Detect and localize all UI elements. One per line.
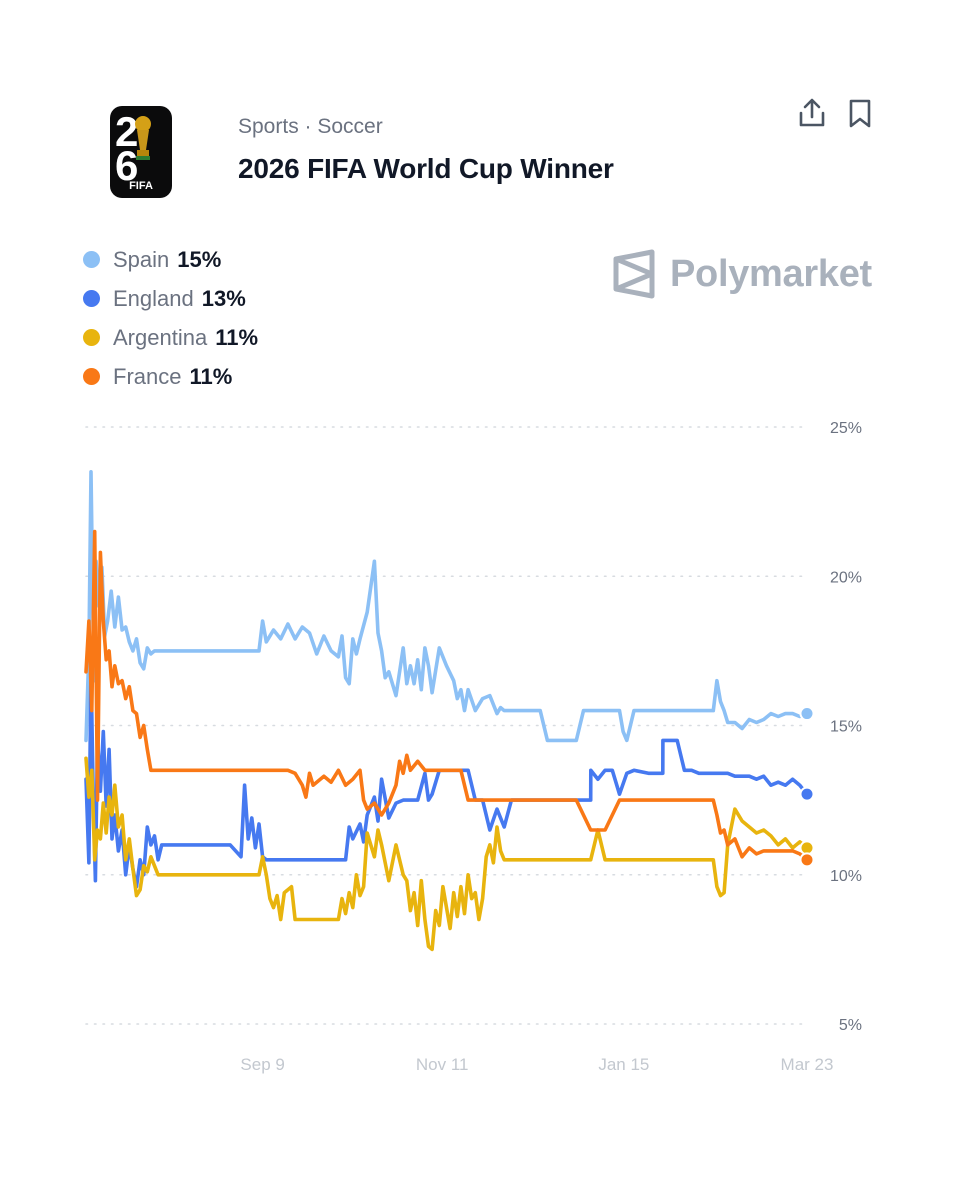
svg-text:2: 2	[115, 108, 138, 155]
series-line-argentina	[84, 756, 809, 952]
watermark-text: Polymarket	[670, 252, 872, 295]
legend-value: 13%	[201, 285, 246, 311]
legend-name: Spain	[113, 246, 170, 272]
x-tick-label: Jan 15	[598, 1055, 649, 1074]
legend-value: 15%	[177, 246, 222, 272]
y-tick-label: 5%	[839, 1017, 862, 1034]
series-line-england	[84, 664, 809, 889]
legend-item-france[interactable]: France 11%	[80, 357, 258, 396]
legend-item-england[interactable]: England 13%	[80, 279, 258, 318]
legend-name: England	[113, 285, 194, 311]
legend-name: France	[113, 363, 182, 389]
polymarket-logo-icon	[613, 249, 655, 299]
legend-value: 11%	[215, 324, 259, 350]
market-header: 2 6 FIFA Sports · Soccer 2026 FIFA World…	[0, 0, 960, 220]
legend-value: 11%	[189, 363, 233, 389]
legend-dot-argentina	[83, 329, 100, 346]
bookmark-button[interactable]	[842, 96, 878, 132]
x-tick-label: Mar 23	[781, 1055, 834, 1074]
endpoint-france	[799, 852, 815, 868]
series-line-france	[84, 529, 809, 862]
x-tick-label: Nov 11	[416, 1055, 469, 1074]
share-button[interactable]	[794, 96, 830, 132]
legend-item-spain[interactable]: Spain 15%	[80, 240, 258, 279]
legend-dot-france	[83, 368, 100, 385]
legend-name: Argentina	[113, 324, 208, 350]
market-category: Sports · Soccer	[238, 115, 383, 138]
endpoint-england	[799, 786, 815, 802]
y-tick-label: 10%	[830, 868, 862, 885]
x-tick-label: Sep 9	[240, 1055, 284, 1074]
endpoint-spain	[799, 706, 815, 722]
y-tick-label: 20%	[830, 569, 862, 586]
bookmark-icon	[849, 99, 871, 128]
polymarket-watermark: Polymarket	[612, 246, 872, 302]
share-icon	[799, 98, 825, 127]
y-tick-label: 25%	[830, 420, 862, 437]
y-tick-label: 15%	[830, 719, 862, 736]
svg-text:6: 6	[115, 142, 138, 189]
fifa-world-cup-logo: 2 6 FIFA	[110, 106, 172, 198]
chart-legend: Spain 15% England 13% Argentina 11% Fran…	[80, 240, 258, 396]
legend-dot-england	[83, 290, 100, 307]
logo-fifa-text: FIFA	[129, 180, 153, 192]
legend-dot-spain	[83, 251, 100, 268]
market-title: 2026 FIFA World Cup Winner	[238, 153, 614, 184]
legend-item-argentina[interactable]: Argentina 11%	[80, 318, 258, 357]
series-line-spain	[84, 470, 809, 743]
